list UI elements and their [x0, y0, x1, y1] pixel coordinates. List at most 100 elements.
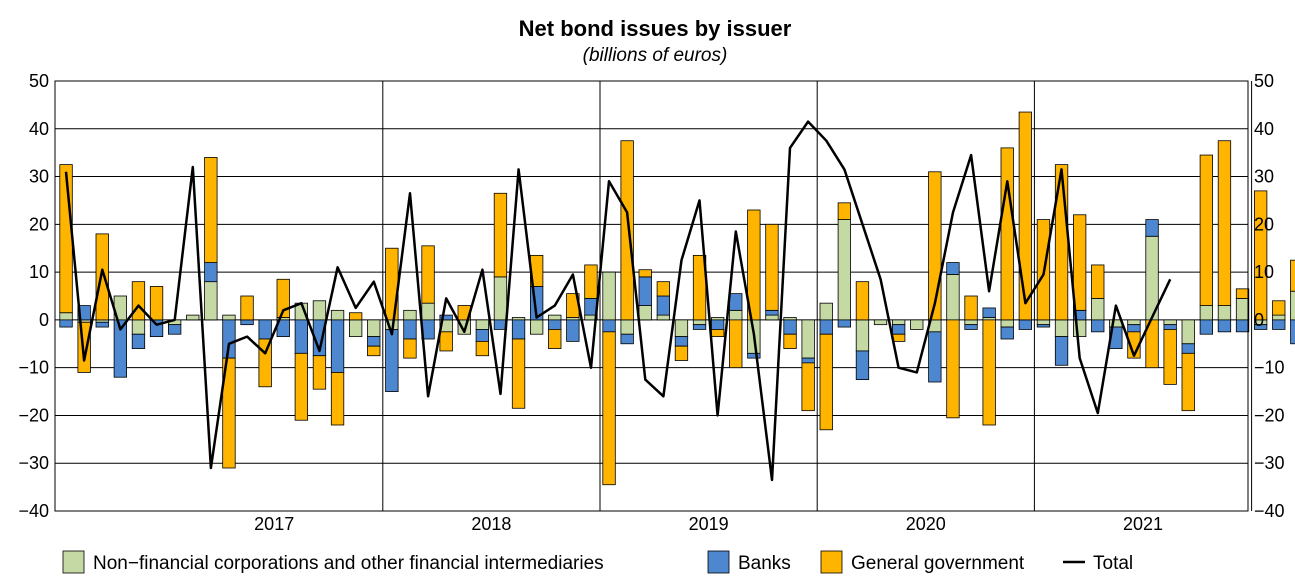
bar-segment [1272, 314, 1286, 321]
bar-segment [59, 164, 73, 314]
bar-segment [620, 140, 634, 321]
bar-segment [837, 219, 851, 321]
bar-segment [493, 192, 508, 278]
bar-segment [819, 319, 833, 335]
bar-segment [294, 319, 309, 354]
bar-segment [131, 281, 146, 321]
bar-segment [964, 295, 978, 321]
bar-segment [711, 319, 725, 330]
legend-swatch [820, 550, 843, 574]
bar-segment [511, 319, 526, 340]
chart-subtitle: (billions of euros) [583, 45, 728, 66]
bar-segment [692, 319, 707, 326]
bar-segment [493, 276, 508, 321]
bar-segment [1091, 297, 1105, 321]
bar-segment [692, 324, 707, 330]
bar-segment [1272, 319, 1286, 330]
bar-segment [1000, 319, 1014, 328]
bar-segment [530, 319, 544, 335]
bar-segment [421, 302, 435, 321]
bar-segment [855, 319, 870, 352]
bar-segment [222, 357, 236, 469]
bar-segment [348, 319, 363, 338]
legend-swatch [707, 550, 730, 574]
bar-segment [1199, 305, 1213, 321]
bar-segment [729, 319, 743, 369]
bar-segment [1163, 319, 1177, 326]
bar-segment [1235, 297, 1250, 321]
bar-segment [638, 269, 652, 278]
bar-segment [928, 331, 942, 383]
bar-segment [674, 345, 689, 361]
bar-segment [656, 295, 670, 316]
legend-label: Banks [738, 553, 791, 574]
bar-segment [367, 345, 381, 357]
bar-segment [1199, 154, 1213, 306]
bar-segment [475, 329, 490, 342]
bar-segment [837, 319, 851, 328]
bar-segment [1054, 319, 1069, 338]
y-tick-label-left: −30 [18, 453, 49, 473]
bar-segment [855, 281, 870, 321]
bar-segment [367, 319, 381, 338]
legend: Non−financial corporations and other fin… [62, 550, 1133, 574]
bar-segment [439, 314, 453, 321]
bar-segment [1217, 305, 1232, 321]
bar-segment [1290, 319, 1295, 345]
bar-segment [892, 324, 906, 335]
bar-segment [638, 276, 652, 306]
y-tick-label-right: −40 [1254, 501, 1285, 521]
bar-segment [330, 319, 345, 373]
bar-segment [1254, 324, 1268, 330]
legend-swatch [62, 550, 85, 574]
legend-label: Non−financial corporations and other fin… [93, 553, 604, 574]
bar-segment [801, 319, 815, 359]
bar-segment [403, 309, 417, 321]
x-tick-label: 2019 [689, 514, 729, 534]
bar-segment [1181, 319, 1195, 345]
legend-label: General government [851, 553, 1025, 574]
bar-segment [819, 302, 833, 321]
bar-segment [1163, 324, 1177, 330]
bar-segment [946, 262, 960, 275]
bar-segment [439, 331, 453, 352]
bar-segment [801, 357, 815, 364]
bar-segment [511, 338, 526, 409]
bar-segment [113, 319, 127, 378]
bar-segment [1181, 343, 1195, 354]
bar-segment [1272, 300, 1286, 316]
bar-segment [204, 157, 218, 263]
bar-segment [674, 319, 689, 338]
bar-segment [783, 319, 797, 335]
bar-segment [747, 209, 761, 321]
legend-item: Non−financial corporations and other fin… [62, 550, 604, 574]
bar-segment [294, 352, 309, 421]
bar-segment [1127, 319, 1141, 326]
bar-segment [674, 336, 689, 347]
bar-segment [1145, 219, 1159, 237]
y-tick-label-right: 10 [1254, 262, 1274, 282]
bar-segment [186, 314, 200, 321]
bar-segment [548, 319, 562, 330]
bar-segment [131, 333, 146, 349]
bar-segment [548, 329, 562, 349]
bar-segment [729, 309, 743, 321]
bar-segment [1199, 319, 1213, 335]
bar-segment [1018, 111, 1032, 321]
bar-segment [312, 300, 327, 321]
x-tick-label: 2021 [1123, 514, 1163, 534]
bar-segment [982, 319, 996, 426]
legend-item: General government [820, 550, 1025, 574]
legend-label: Total [1093, 553, 1133, 574]
y-tick-label-right: −10 [1254, 358, 1285, 378]
bar-segment [1091, 264, 1105, 299]
bar-segment [330, 372, 345, 426]
y-tick-label-left: 20 [29, 214, 49, 234]
bar-segment [222, 314, 236, 321]
bar-segment [873, 319, 888, 326]
legend-item: Banks [707, 550, 791, 574]
bar-segment [1018, 319, 1032, 330]
bar-segment [1254, 190, 1268, 321]
